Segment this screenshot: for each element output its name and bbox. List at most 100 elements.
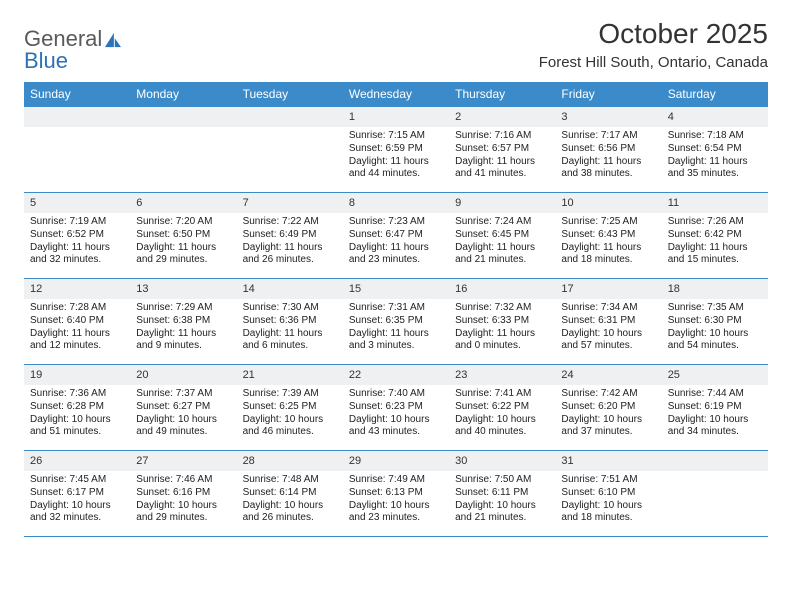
day-detail-line: Sunset: 6:54 PM: [668, 143, 762, 156]
logo-text-2: Blue: [24, 48, 123, 74]
day-number: 10: [555, 193, 661, 213]
day-details: Sunrise: 7:29 AMSunset: 6:38 PMDaylight:…: [130, 299, 236, 357]
day-details: Sunrise: 7:22 AMSunset: 6:49 PMDaylight:…: [237, 213, 343, 271]
day-detail-line: Sunset: 6:59 PM: [349, 143, 443, 156]
day-detail-line: Sunrise: 7:50 AM: [455, 474, 549, 487]
day-detail-line: and 54 minutes.: [668, 340, 762, 353]
day-number: [130, 107, 236, 127]
calendar-cell: [24, 107, 130, 193]
day-detail-line: Sunrise: 7:44 AM: [668, 388, 762, 401]
day-detail-line: Sunrise: 7:28 AM: [30, 302, 124, 315]
day-details: Sunrise: 7:26 AMSunset: 6:42 PMDaylight:…: [662, 213, 768, 271]
day-detail-line: Sunset: 6:56 PM: [561, 143, 655, 156]
day-details: Sunrise: 7:34 AMSunset: 6:31 PMDaylight:…: [555, 299, 661, 357]
day-header: Saturday: [662, 82, 768, 107]
day-details: Sunrise: 7:24 AMSunset: 6:45 PMDaylight:…: [449, 213, 555, 271]
day-number: 28: [237, 451, 343, 471]
calendar-cell: 21Sunrise: 7:39 AMSunset: 6:25 PMDayligh…: [237, 365, 343, 451]
month-title: October 2025: [539, 18, 768, 50]
day-detail-line: Sunrise: 7:49 AM: [349, 474, 443, 487]
location-text: Forest Hill South, Ontario, Canada: [539, 54, 768, 71]
calendar-week-row: 19Sunrise: 7:36 AMSunset: 6:28 PMDayligh…: [24, 365, 768, 451]
day-header: Wednesday: [343, 82, 449, 107]
day-details: Sunrise: 7:30 AMSunset: 6:36 PMDaylight:…: [237, 299, 343, 357]
day-detail-line: and 12 minutes.: [30, 340, 124, 353]
calendar-week-row: 26Sunrise: 7:45 AMSunset: 6:17 PMDayligh…: [24, 451, 768, 537]
day-detail-line: Sunrise: 7:40 AM: [349, 388, 443, 401]
calendar-week-row: 12Sunrise: 7:28 AMSunset: 6:40 PMDayligh…: [24, 279, 768, 365]
day-detail-line: Daylight: 10 hours: [30, 414, 124, 427]
calendar-cell: 14Sunrise: 7:30 AMSunset: 6:36 PMDayligh…: [237, 279, 343, 365]
day-detail-line: Daylight: 11 hours: [668, 156, 762, 169]
day-detail-line: Daylight: 11 hours: [349, 156, 443, 169]
day-detail-line: Daylight: 10 hours: [561, 328, 655, 341]
day-detail-line: Daylight: 10 hours: [668, 414, 762, 427]
day-detail-line: and 23 minutes.: [349, 254, 443, 267]
day-number: 26: [24, 451, 130, 471]
calendar-cell: 13Sunrise: 7:29 AMSunset: 6:38 PMDayligh…: [130, 279, 236, 365]
day-number: [662, 451, 768, 471]
day-detail-line: Sunrise: 7:37 AM: [136, 388, 230, 401]
day-detail-line: Daylight: 11 hours: [561, 242, 655, 255]
calendar-cell: 7Sunrise: 7:22 AMSunset: 6:49 PMDaylight…: [237, 193, 343, 279]
day-detail-line: Sunset: 6:43 PM: [561, 229, 655, 242]
day-number: [237, 107, 343, 127]
day-detail-line: Sunset: 6:25 PM: [243, 401, 337, 414]
day-detail-line: and 41 minutes.: [455, 168, 549, 181]
calendar-cell: 2Sunrise: 7:16 AMSunset: 6:57 PMDaylight…: [449, 107, 555, 193]
day-detail-line: and 34 minutes.: [668, 426, 762, 439]
day-number: 5: [24, 193, 130, 213]
day-detail-line: Sunrise: 7:16 AM: [455, 130, 549, 143]
day-number: 6: [130, 193, 236, 213]
day-detail-line: and 23 minutes.: [349, 512, 443, 525]
day-detail-line: Sunset: 6:47 PM: [349, 229, 443, 242]
day-details: Sunrise: 7:40 AMSunset: 6:23 PMDaylight:…: [343, 385, 449, 443]
day-number: 17: [555, 279, 661, 299]
day-header: Thursday: [449, 82, 555, 107]
day-detail-line: and 32 minutes.: [30, 512, 124, 525]
day-header: Sunday: [24, 82, 130, 107]
day-details: Sunrise: 7:15 AMSunset: 6:59 PMDaylight:…: [343, 127, 449, 185]
calendar-cell: 6Sunrise: 7:20 AMSunset: 6:50 PMDaylight…: [130, 193, 236, 279]
day-number: 18: [662, 279, 768, 299]
day-details: Sunrise: 7:16 AMSunset: 6:57 PMDaylight:…: [449, 127, 555, 185]
calendar-body: 1Sunrise: 7:15 AMSunset: 6:59 PMDaylight…: [24, 107, 768, 537]
calendar-cell: 28Sunrise: 7:48 AMSunset: 6:14 PMDayligh…: [237, 451, 343, 537]
day-detail-line: Sunrise: 7:41 AM: [455, 388, 549, 401]
day-detail-line: Sunrise: 7:35 AM: [668, 302, 762, 315]
day-detail-line: Daylight: 10 hours: [561, 500, 655, 513]
day-details: Sunrise: 7:37 AMSunset: 6:27 PMDaylight:…: [130, 385, 236, 443]
calendar-cell: 1Sunrise: 7:15 AMSunset: 6:59 PMDaylight…: [343, 107, 449, 193]
day-details: Sunrise: 7:20 AMSunset: 6:50 PMDaylight:…: [130, 213, 236, 271]
day-detail-line: and 38 minutes.: [561, 168, 655, 181]
day-detail-line: and 37 minutes.: [561, 426, 655, 439]
day-detail-line: Daylight: 11 hours: [668, 242, 762, 255]
day-number: 25: [662, 365, 768, 385]
calendar-cell: 9Sunrise: 7:24 AMSunset: 6:45 PMDaylight…: [449, 193, 555, 279]
day-detail-line: Sunset: 6:13 PM: [349, 487, 443, 500]
calendar-cell: 27Sunrise: 7:46 AMSunset: 6:16 PMDayligh…: [130, 451, 236, 537]
day-detail-line: Daylight: 11 hours: [243, 328, 337, 341]
day-detail-line: and 43 minutes.: [349, 426, 443, 439]
day-detail-line: Sunrise: 7:26 AM: [668, 216, 762, 229]
day-details: Sunrise: 7:31 AMSunset: 6:35 PMDaylight:…: [343, 299, 449, 357]
day-details: Sunrise: 7:48 AMSunset: 6:14 PMDaylight:…: [237, 471, 343, 529]
calendar-cell: 22Sunrise: 7:40 AMSunset: 6:23 PMDayligh…: [343, 365, 449, 451]
day-detail-line: and 26 minutes.: [243, 512, 337, 525]
day-details: Sunrise: 7:32 AMSunset: 6:33 PMDaylight:…: [449, 299, 555, 357]
day-header: Friday: [555, 82, 661, 107]
day-number: 12: [24, 279, 130, 299]
day-number: 13: [130, 279, 236, 299]
calendar-cell: 17Sunrise: 7:34 AMSunset: 6:31 PMDayligh…: [555, 279, 661, 365]
day-detail-line: Daylight: 10 hours: [561, 414, 655, 427]
day-number: 2: [449, 107, 555, 127]
day-details: Sunrise: 7:44 AMSunset: 6:19 PMDaylight:…: [662, 385, 768, 443]
day-detail-line: Sunset: 6:49 PM: [243, 229, 337, 242]
calendar-cell: [237, 107, 343, 193]
day-detail-line: and 3 minutes.: [349, 340, 443, 353]
calendar-cell: 12Sunrise: 7:28 AMSunset: 6:40 PMDayligh…: [24, 279, 130, 365]
day-number: 4: [662, 107, 768, 127]
day-number: 1: [343, 107, 449, 127]
day-number: 8: [343, 193, 449, 213]
day-detail-line: and 46 minutes.: [243, 426, 337, 439]
